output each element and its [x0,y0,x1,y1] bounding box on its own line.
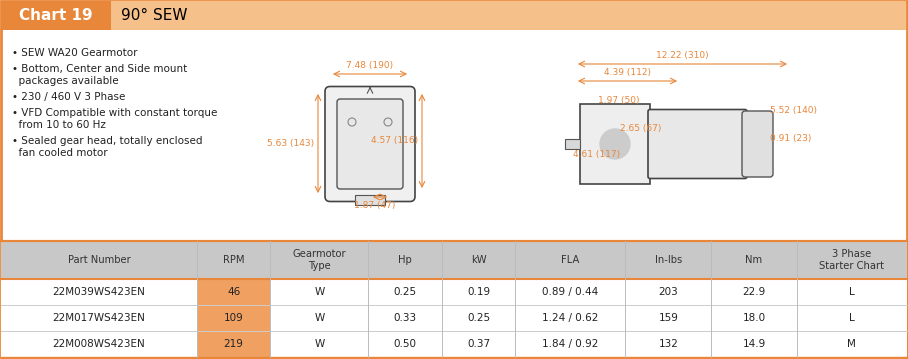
FancyBboxPatch shape [325,87,415,201]
FancyBboxPatch shape [1,305,907,331]
Text: W: W [314,287,324,297]
Text: 0.50: 0.50 [393,339,417,349]
Text: 46: 46 [227,287,241,297]
Text: 4.39 (112): 4.39 (112) [604,68,651,77]
Text: 18.0: 18.0 [743,313,765,323]
FancyBboxPatch shape [197,331,271,357]
Text: • 230 / 460 V 3 Phase: • 230 / 460 V 3 Phase [12,92,125,102]
Text: RPM: RPM [222,255,244,265]
Text: 90° SEW: 90° SEW [121,8,187,23]
Text: 4.61 (117): 4.61 (117) [573,149,620,159]
Text: 22M017WS423EN: 22M017WS423EN [53,313,145,323]
Text: M: M [847,339,856,349]
Text: 0.25: 0.25 [467,313,490,323]
Text: Gearmotor
Type: Gearmotor Type [292,249,346,271]
Text: 22M008WS423EN: 22M008WS423EN [53,339,145,349]
Text: Nm: Nm [745,255,763,265]
Text: fan cooled motor: fan cooled motor [12,148,108,158]
Text: • VFD Compatible with constant torque: • VFD Compatible with constant torque [12,108,217,118]
Text: 1.97 (50): 1.97 (50) [598,97,639,106]
Text: 1.87 (47): 1.87 (47) [354,201,396,210]
FancyBboxPatch shape [1,1,111,30]
FancyBboxPatch shape [580,104,650,184]
Text: FLA: FLA [561,255,579,265]
Text: • Bottom, Center and Side mount: • Bottom, Center and Side mount [12,64,187,74]
Text: 5.63 (143): 5.63 (143) [267,139,314,148]
Text: W: W [314,339,324,349]
Text: 0.19: 0.19 [467,287,490,297]
Text: 0.37: 0.37 [467,339,490,349]
FancyBboxPatch shape [111,1,906,30]
Text: packages available: packages available [12,76,119,86]
Text: Hp: Hp [398,255,412,265]
FancyBboxPatch shape [197,279,271,305]
Text: Part Number: Part Number [67,255,131,265]
Text: 0.33: 0.33 [393,313,417,323]
Text: W: W [314,313,324,323]
Text: 0.89 / 0.44: 0.89 / 0.44 [542,287,598,297]
Text: 22.9: 22.9 [743,287,765,297]
FancyBboxPatch shape [1,331,907,357]
FancyBboxPatch shape [355,195,385,205]
Text: 14.9: 14.9 [743,339,765,349]
Text: 1.84 / 0.92: 1.84 / 0.92 [542,339,598,349]
FancyBboxPatch shape [337,99,403,189]
Text: 4.57 (116): 4.57 (116) [370,136,418,145]
Text: Chart 19: Chart 19 [19,8,93,23]
Text: 109: 109 [223,313,243,323]
Circle shape [600,129,630,159]
Text: 132: 132 [658,339,678,349]
Text: 12.22 (310): 12.22 (310) [656,51,709,60]
Text: 0.91 (23): 0.91 (23) [770,135,812,144]
FancyBboxPatch shape [197,305,271,331]
Text: L: L [849,313,854,323]
Text: • Sealed gear head, totally enclosed: • Sealed gear head, totally enclosed [12,136,202,146]
FancyBboxPatch shape [1,279,907,305]
FancyBboxPatch shape [565,139,580,149]
Text: 159: 159 [658,313,678,323]
Text: 22M039WS423EN: 22M039WS423EN [53,287,145,297]
Text: L: L [849,287,854,297]
FancyBboxPatch shape [1,241,907,279]
Text: 3 Phase
Starter Chart: 3 Phase Starter Chart [819,249,884,271]
Text: 7.48 (190): 7.48 (190) [347,61,393,70]
Text: 1.24 / 0.62: 1.24 / 0.62 [542,313,598,323]
Text: kW: kW [470,255,487,265]
Text: 203: 203 [658,287,678,297]
Text: from 10 to 60 Hz: from 10 to 60 Hz [12,120,106,130]
Text: 0.25: 0.25 [393,287,417,297]
Text: • SEW WA20 Gearmotor: • SEW WA20 Gearmotor [12,48,137,58]
Text: 219: 219 [223,339,243,349]
FancyBboxPatch shape [742,111,773,177]
Text: In-lbs: In-lbs [655,255,682,265]
Text: 2.65 (67): 2.65 (67) [620,125,661,134]
FancyBboxPatch shape [648,109,747,178]
Text: 5.52 (140): 5.52 (140) [770,107,817,116]
